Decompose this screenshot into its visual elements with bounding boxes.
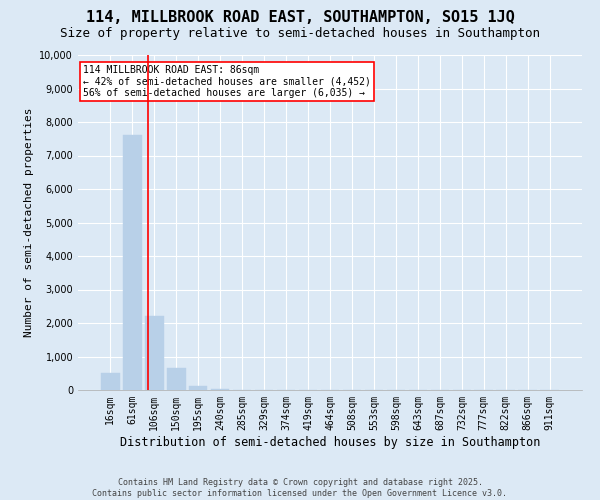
Text: 114, MILLBROOK ROAD EAST, SOUTHAMPTON, SO15 1JQ: 114, MILLBROOK ROAD EAST, SOUTHAMPTON, S… <box>86 10 514 25</box>
Text: 114 MILLBROOK ROAD EAST: 86sqm
← 42% of semi-detached houses are smaller (4,452): 114 MILLBROOK ROAD EAST: 86sqm ← 42% of … <box>83 65 371 98</box>
Bar <box>167 368 185 390</box>
Text: Contains HM Land Registry data © Crown copyright and database right 2025.
Contai: Contains HM Land Registry data © Crown c… <box>92 478 508 498</box>
Y-axis label: Number of semi-detached properties: Number of semi-detached properties <box>24 108 34 337</box>
Bar <box>101 373 119 390</box>
X-axis label: Distribution of semi-detached houses by size in Southampton: Distribution of semi-detached houses by … <box>120 436 540 448</box>
Bar <box>189 386 208 390</box>
Text: Size of property relative to semi-detached houses in Southampton: Size of property relative to semi-detach… <box>60 28 540 40</box>
Bar <box>145 316 164 390</box>
Bar <box>123 136 142 390</box>
